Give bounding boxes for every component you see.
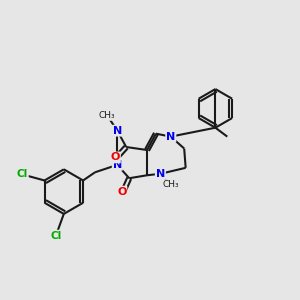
Text: CH₃: CH₃: [163, 180, 179, 189]
Text: N: N: [113, 160, 122, 170]
Text: N: N: [113, 126, 122, 136]
Text: Cl: Cl: [51, 231, 62, 241]
Text: Cl: Cl: [16, 169, 28, 178]
Text: N: N: [166, 132, 176, 142]
Text: O: O: [110, 152, 120, 162]
Text: CH₃: CH₃: [99, 111, 115, 120]
Text: N: N: [156, 169, 165, 179]
Text: O: O: [117, 187, 127, 196]
